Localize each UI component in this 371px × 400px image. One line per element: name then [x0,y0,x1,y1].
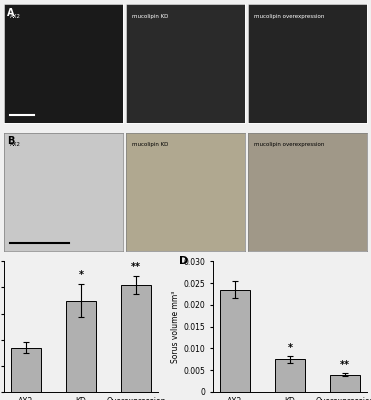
Text: **: ** [340,360,350,370]
Text: *: * [288,343,292,353]
Text: mucolipin overexpression: mucolipin overexpression [254,14,324,18]
Text: **: ** [131,262,141,272]
Bar [11,348,41,392]
Text: AX2: AX2 [10,142,21,147]
Text: AX2: AX2 [10,14,21,18]
Text: B: B [7,136,15,146]
Text: mucolipin KD: mucolipin KD [132,142,168,147]
Bar [121,285,151,392]
Y-axis label: Sorus volume mm³: Sorus volume mm³ [171,290,180,363]
Bar [275,359,305,392]
Text: mucolipin KD: mucolipin KD [132,14,168,18]
Bar [66,300,96,392]
Text: mucolipin overexpression: mucolipin overexpression [254,142,324,147]
Text: *: * [79,270,83,280]
Text: D: D [178,256,188,266]
Bar [220,290,250,392]
Bar [330,374,360,392]
Text: A: A [7,8,15,18]
